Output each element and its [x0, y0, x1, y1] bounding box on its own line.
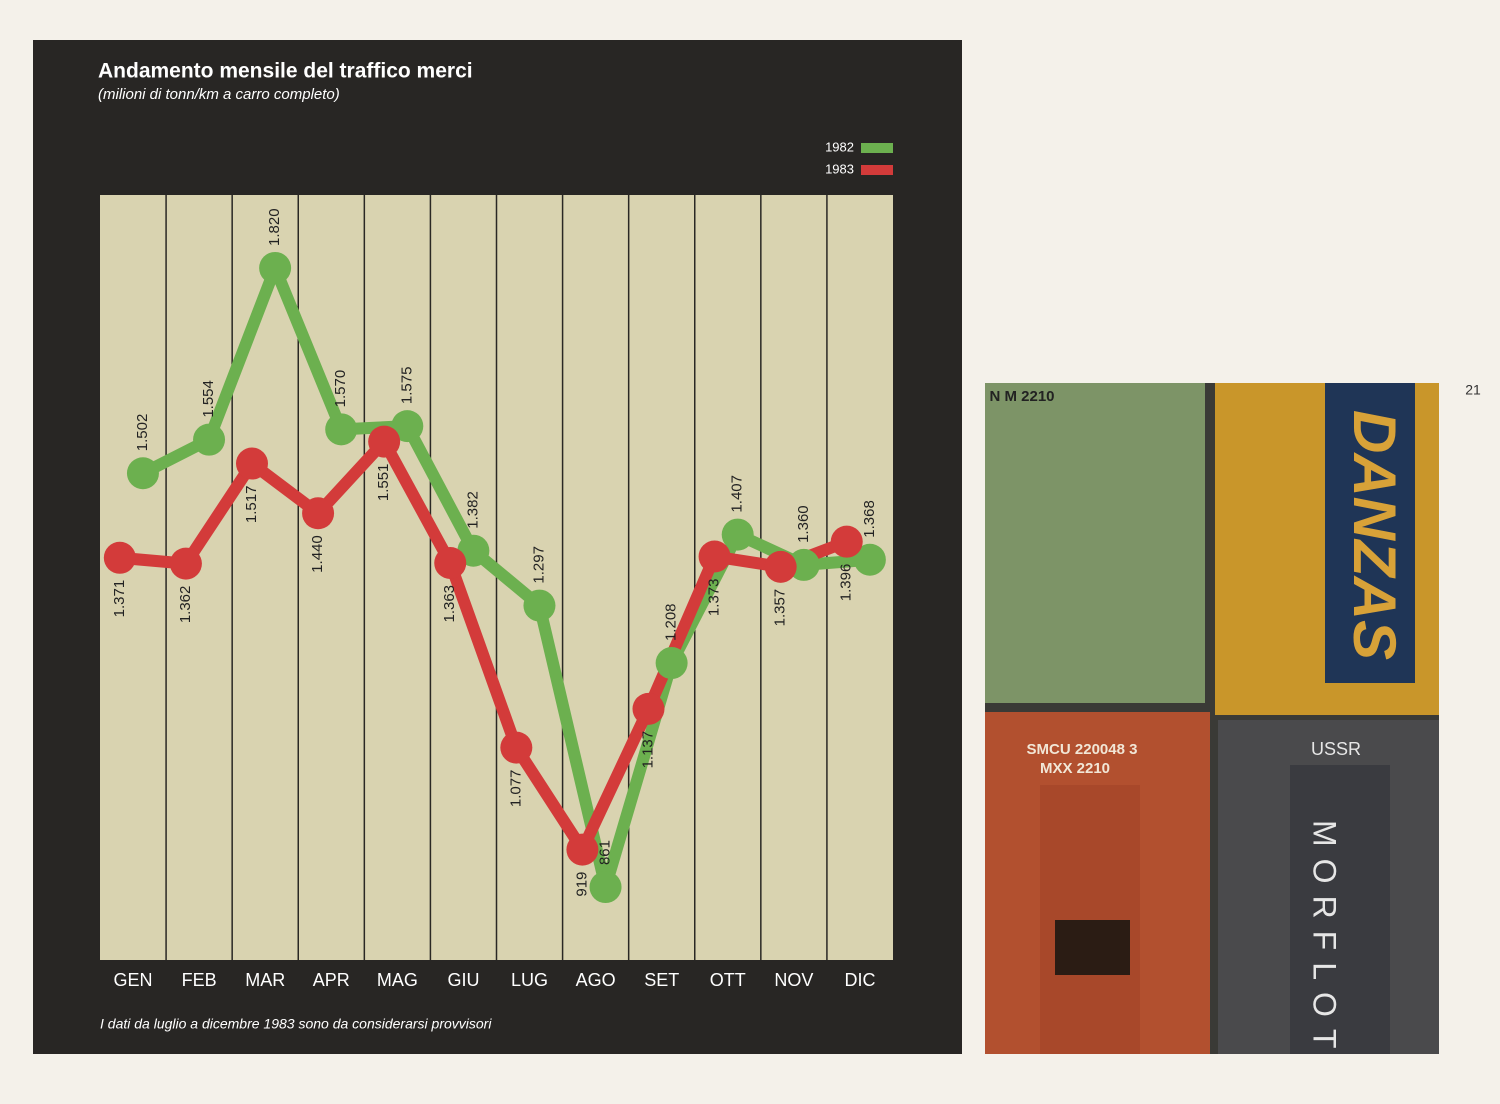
x-tick-label: AGO	[576, 970, 616, 990]
data-point	[325, 413, 358, 446]
photo-text: SMCU 220048 3	[1027, 741, 1138, 758]
data-point	[259, 251, 292, 284]
photo-text: MORFLOT	[1307, 820, 1343, 1060]
danzas-panel	[1325, 383, 1415, 683]
x-tick-label: GIU	[447, 970, 479, 990]
data-point	[126, 457, 159, 490]
data-label: 1.368	[861, 500, 878, 538]
data-point	[589, 871, 622, 904]
data-point	[698, 540, 731, 573]
legend-label: 1982	[825, 139, 854, 154]
x-tick-label: LUG	[511, 970, 548, 990]
data-point	[764, 550, 797, 583]
data-label: 1.357	[772, 589, 789, 627]
photo: N M 2210 DANZAS SMCU 220048 3 MXX 2210 U…	[985, 383, 1439, 1060]
data-label: 1.362	[177, 586, 194, 624]
photo-text: DANZAS	[1341, 410, 1408, 660]
chart-title: Andamento mensile del traffico merci	[98, 60, 473, 83]
data-point	[787, 548, 820, 581]
data-label: 1.440	[309, 535, 326, 573]
data-point	[169, 547, 202, 580]
data-point	[302, 497, 335, 530]
data-label: 1.407	[729, 475, 746, 513]
legend-swatch	[861, 143, 893, 153]
container-door	[1040, 785, 1140, 1054]
data-point	[391, 410, 424, 443]
data-point	[434, 546, 467, 579]
x-tick-label: FEB	[182, 970, 217, 990]
data-point	[721, 518, 754, 551]
data-point	[235, 447, 268, 480]
x-tick-label: MAG	[377, 970, 418, 990]
data-label: 1.077	[507, 770, 524, 808]
data-label: 1.382	[464, 491, 481, 529]
data-label: 919	[573, 872, 590, 897]
data-point	[500, 731, 533, 764]
photo-text: MXX 2210	[1040, 760, 1110, 777]
photo-text: N M 2210	[989, 388, 1054, 405]
data-point	[523, 589, 556, 622]
data-label: 1.360	[795, 505, 812, 543]
x-tick-label: OTT	[710, 970, 746, 990]
data-point	[103, 541, 136, 574]
data-point	[566, 833, 599, 866]
data-label: 1.396	[838, 564, 855, 602]
page-number: 21	[1465, 382, 1481, 398]
data-point	[853, 543, 886, 576]
legend-label: 1983	[825, 161, 854, 176]
door-plate	[1055, 920, 1130, 975]
data-label: 1.820	[266, 208, 283, 246]
footnote: I dati da luglio a dicembre 1983 sono da…	[100, 1016, 492, 1032]
data-point	[193, 423, 226, 456]
x-tick-label: MAR	[245, 970, 285, 990]
data-label: 1.208	[663, 603, 680, 641]
container-green	[985, 383, 1205, 703]
data-label: 1.554	[200, 380, 217, 418]
data-point	[830, 525, 863, 558]
x-tick-label: NOV	[774, 970, 813, 990]
legend-swatch	[861, 165, 893, 175]
data-label: 861	[597, 840, 614, 865]
data-label: 1.502	[134, 414, 151, 452]
data-label: 1.373	[706, 579, 723, 617]
data-label: 1.297	[530, 546, 547, 584]
x-tick-label: SET	[644, 970, 679, 990]
data-label: 1.137	[639, 731, 656, 769]
x-tick-label: GEN	[114, 970, 153, 990]
morflot-panel	[1290, 765, 1390, 1054]
chart-subtitle: (milioni di tonn/km a carro completo)	[98, 86, 340, 103]
data-point	[655, 647, 688, 680]
x-tick-label: DIC	[844, 970, 875, 990]
data-label: 1.575	[398, 367, 415, 405]
data-label: 1.371	[111, 580, 128, 618]
data-point	[632, 692, 665, 725]
data-label: 1.570	[332, 370, 349, 408]
x-tick-label: APR	[313, 970, 350, 990]
data-point	[368, 425, 401, 458]
data-label: 1.363	[441, 585, 458, 623]
data-label: 1.517	[243, 486, 260, 524]
photo-text: USSR	[1311, 739, 1361, 759]
data-label: 1.551	[375, 464, 392, 502]
